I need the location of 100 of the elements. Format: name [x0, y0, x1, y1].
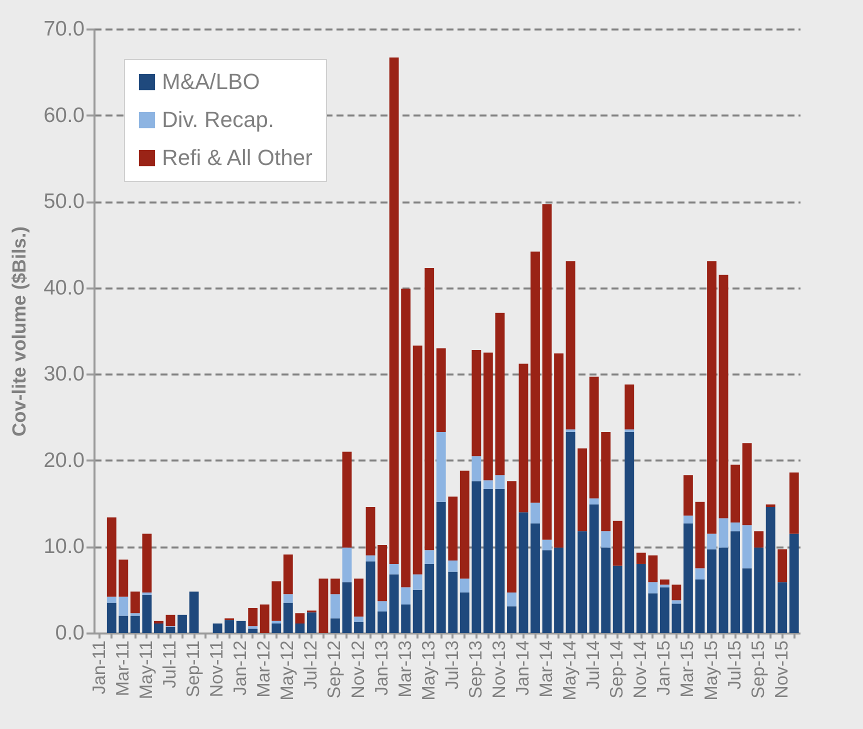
- y-tick-label: 30.0: [44, 362, 84, 386]
- bar: [766, 504, 776, 508]
- bar: [354, 622, 364, 633]
- bar: [672, 604, 682, 633]
- bar: [118, 596, 128, 616]
- x-tick-label: May-14: [560, 640, 580, 701]
- bar: [542, 550, 552, 633]
- bar: [542, 204, 552, 540]
- bar: [366, 555, 376, 562]
- bar: [248, 608, 258, 626]
- bar: [330, 618, 340, 633]
- bar: [695, 568, 705, 580]
- bar: [648, 555, 658, 582]
- bar: [118, 560, 128, 597]
- bar: [483, 488, 493, 633]
- bar: [707, 549, 716, 633]
- bar: [330, 578, 340, 594]
- bar: [754, 531, 764, 548]
- bar: [530, 252, 540, 503]
- bar: [660, 580, 670, 585]
- legend-label: M&A/LBO: [162, 69, 260, 94]
- bar: [707, 534, 716, 550]
- bar: [389, 564, 399, 574]
- bar: [589, 498, 599, 504]
- bar: [566, 429, 576, 432]
- x-tick-label: Jan-13: [371, 640, 392, 696]
- bar: [518, 512, 528, 633]
- bar: [424, 268, 434, 550]
- bar: [730, 464, 740, 523]
- x-tick-label: May-15: [700, 640, 721, 701]
- bar: [412, 590, 422, 633]
- bar: [366, 561, 376, 633]
- bar: [742, 568, 752, 633]
- bar: [412, 346, 422, 574]
- x-tick-label: Jul-15: [724, 640, 744, 690]
- bar: [342, 548, 352, 582]
- x-tick-label: Jul-11: [159, 640, 180, 688]
- bar: [378, 544, 387, 602]
- bar: [306, 612, 316, 633]
- bar: [130, 616, 140, 633]
- x-tick-label: Jan-11: [88, 640, 109, 694]
- bar: [578, 531, 588, 633]
- bar: [672, 584, 682, 600]
- bar: [554, 548, 564, 633]
- bar: [730, 522, 740, 532]
- legend-label: Refi & All Other: [162, 145, 312, 170]
- bar: [566, 261, 576, 430]
- bar: [295, 624, 305, 633]
- bar: [707, 261, 716, 534]
- x-tick-label: Nov-13: [488, 640, 509, 699]
- bar: [436, 502, 446, 633]
- bar: [460, 470, 470, 579]
- bar: [578, 448, 588, 532]
- bar: [530, 523, 540, 633]
- bar: [460, 592, 470, 633]
- bar: [718, 518, 728, 548]
- bar: [612, 520, 622, 566]
- bar: [142, 592, 152, 596]
- bar: [272, 581, 282, 621]
- bar: [448, 560, 458, 572]
- x-tick-label: May-11: [136, 640, 156, 700]
- bar: [436, 348, 446, 432]
- bar: [472, 481, 482, 633]
- x-tick-label: Sep-14: [606, 640, 627, 699]
- bar: [624, 429, 634, 432]
- bar: [154, 620, 164, 624]
- bar: [130, 613, 140, 616]
- bar: [636, 552, 646, 564]
- bar: [778, 549, 788, 582]
- bar: [295, 613, 305, 624]
- bar: [754, 548, 764, 633]
- bar: [684, 523, 693, 633]
- x-tick-label: Jul-13: [442, 640, 462, 690]
- bar: [624, 432, 634, 633]
- bar: [283, 554, 293, 594]
- x-tick-label: Sep-13: [465, 640, 486, 699]
- bar: [695, 502, 705, 568]
- bar: [224, 620, 234, 633]
- bar: [354, 616, 364, 622]
- bar: [766, 507, 776, 633]
- bar: [424, 564, 434, 633]
- bar: [378, 601, 387, 612]
- bar: [789, 534, 799, 633]
- y-tick-label: 60.0: [44, 104, 84, 127]
- bar: [106, 602, 116, 633]
- bar: [166, 626, 176, 633]
- bar: [389, 57, 399, 564]
- bar: [648, 582, 658, 594]
- bar: [742, 443, 752, 526]
- x-tick-label: Mar-13: [394, 640, 415, 698]
- x-tick-label: Sep-11: [183, 640, 204, 698]
- bar: [518, 364, 528, 512]
- y-tick-label: 40.0: [44, 276, 84, 300]
- bar: [495, 488, 505, 633]
- x-tick-label: Mar-14: [536, 640, 556, 698]
- bar: [166, 614, 176, 626]
- bar: [554, 353, 564, 548]
- bar: [542, 540, 552, 550]
- bar: [601, 548, 611, 633]
- bar: [684, 475, 693, 516]
